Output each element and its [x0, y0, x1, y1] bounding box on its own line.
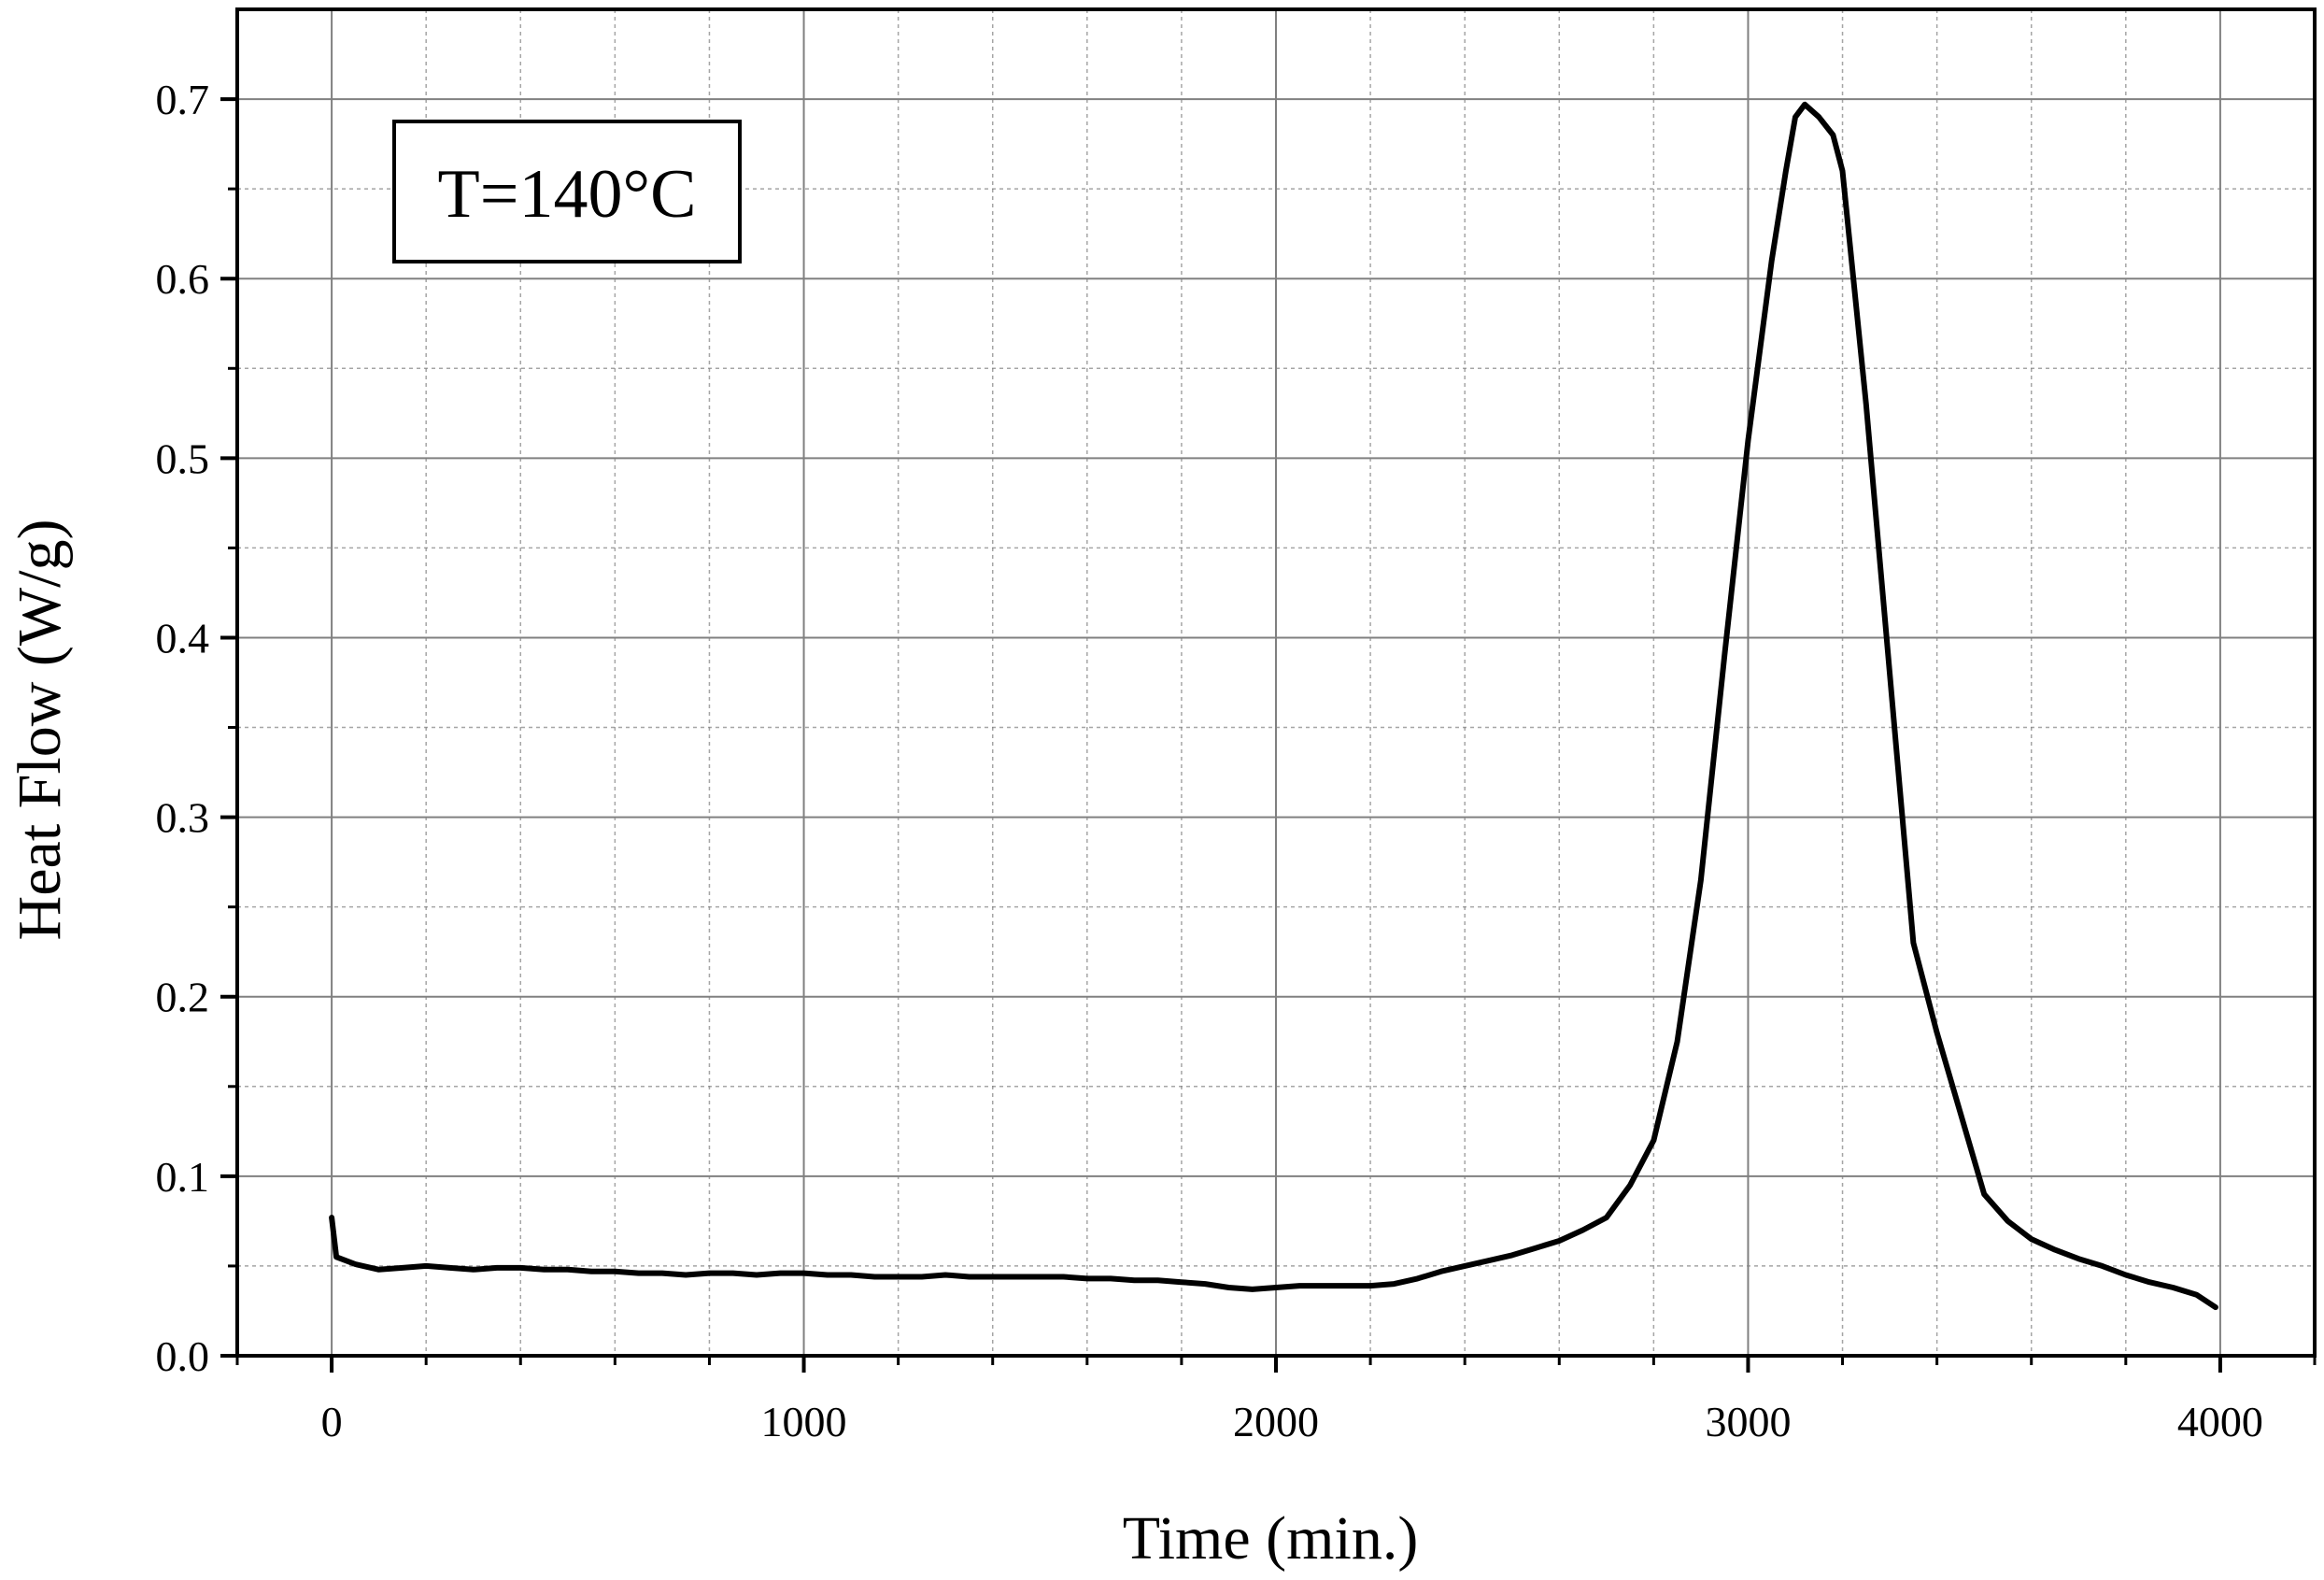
major-grid [237, 9, 2315, 1356]
x-tick-labels: 0 1000 2000 3000 4000 [321, 1398, 2263, 1445]
annotation-label: T=140°C [438, 156, 697, 233]
x-tick-label: 2000 [1233, 1398, 1319, 1445]
x-axis-title: Time (min.) [1123, 1504, 1419, 1573]
y-tick-label: 0.3 [156, 794, 210, 842]
x-tick-label: 1000 [761, 1398, 847, 1445]
y-tick-label: 0.4 [156, 614, 210, 662]
y-tick-labels: 0.0 0.1 0.2 0.3 0.4 0.5 0.6 0.7 [156, 76, 210, 1380]
x-tick-label: 0 [321, 1398, 343, 1445]
temperature-annotation: T=140°C [392, 120, 742, 263]
x-tick-label: 3000 [1705, 1398, 1791, 1445]
y-tick-label: 0.2 [156, 974, 210, 1021]
y-tick-label: 0.5 [156, 434, 210, 482]
y-tick-label: 0.7 [156, 76, 210, 123]
x-tick-label: 4000 [2177, 1398, 2263, 1445]
y-tick-label: 0.0 [156, 1332, 210, 1380]
y-tick-label: 0.1 [156, 1153, 210, 1201]
y-tick-label: 0.6 [156, 255, 210, 303]
annotation-border [392, 120, 742, 263]
axis-ticks [220, 97, 2317, 1373]
heat-flow-line [329, 101, 2218, 1311]
y-axis-title: Heat Flow (W/g) [6, 520, 74, 941]
